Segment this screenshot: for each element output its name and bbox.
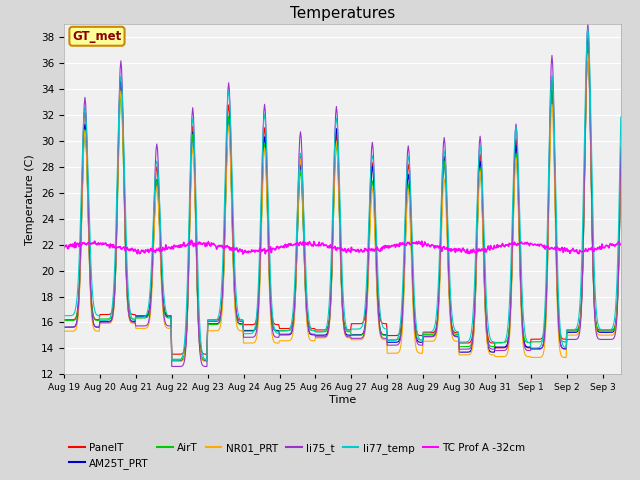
Title: Temperatures: Temperatures — [290, 6, 395, 22]
Y-axis label: Temperature (C): Temperature (C) — [26, 154, 35, 245]
X-axis label: Time: Time — [329, 395, 356, 405]
Legend: PanelT, AM25T_PRT, AirT, NR01_PRT, li75_t, li77_temp, TC Prof A -32cm: PanelT, AM25T_PRT, AirT, NR01_PRT, li75_… — [69, 443, 525, 469]
Text: GT_met: GT_met — [72, 30, 122, 43]
